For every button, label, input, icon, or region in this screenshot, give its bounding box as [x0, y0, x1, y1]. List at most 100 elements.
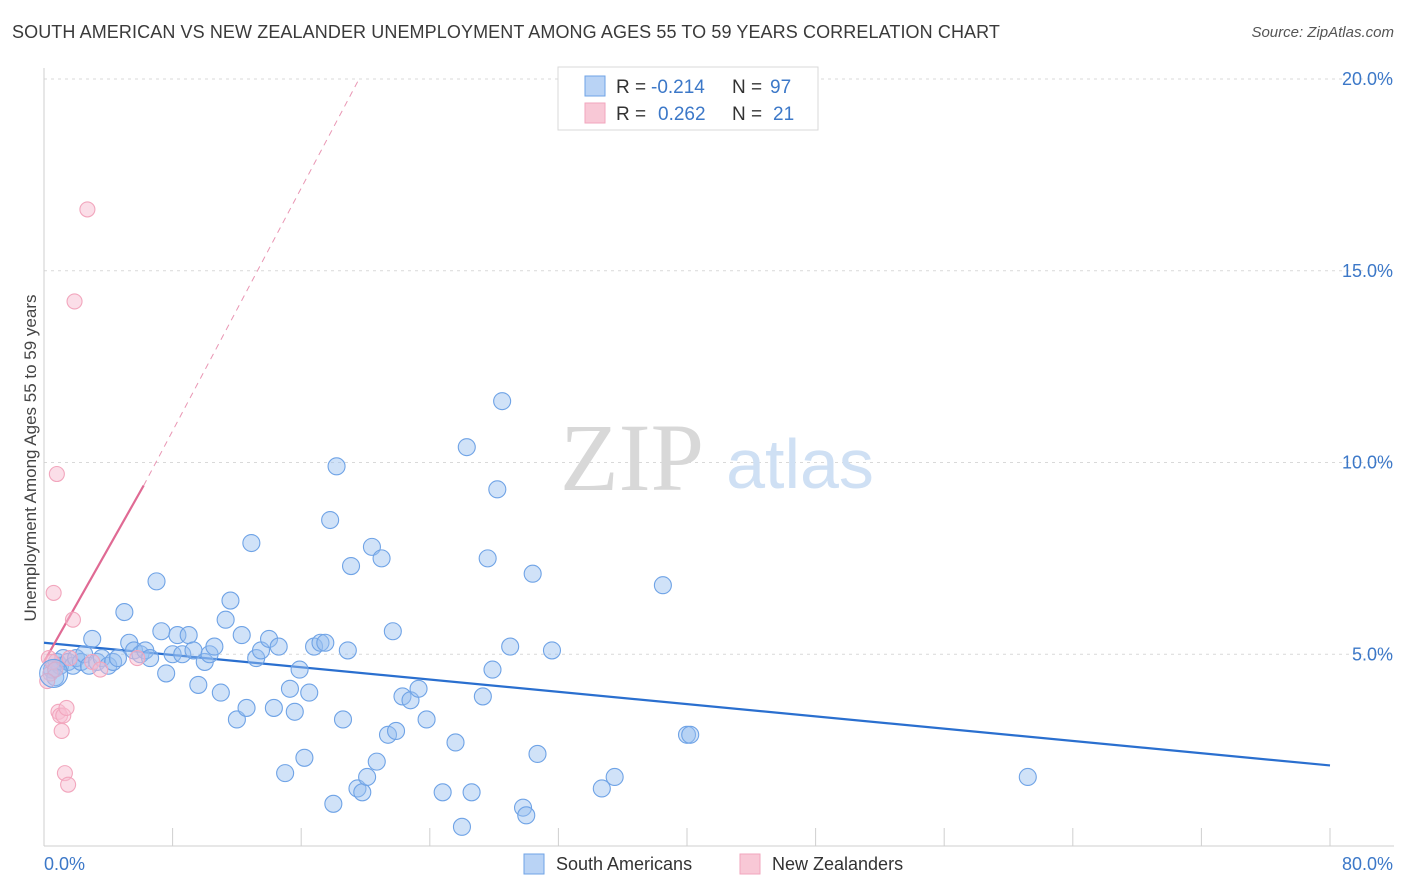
point-new-zealanders: [53, 722, 70, 740]
point-south-americans: [542, 641, 562, 660]
watermark: ZIP atlas: [560, 404, 874, 511]
point-south-americans: [147, 572, 166, 591]
point-new-zealanders: [60, 776, 77, 793]
watermark-atlas: atlas: [726, 425, 874, 503]
point-south-americans: [163, 645, 182, 664]
point-south-americans: [216, 610, 235, 629]
point-new-zealanders: [47, 661, 64, 678]
points-layer: [39, 201, 1037, 836]
legend-n-value-2: 21: [773, 104, 794, 125]
point-south-americans: [264, 698, 283, 717]
x-tick-label: 80.0%: [1342, 854, 1393, 874]
point-south-americans: [269, 637, 288, 656]
point-south-americans: [280, 679, 299, 698]
bottom-legend-new-zealanders: New Zealanders: [772, 854, 903, 874]
trend-line-new-zealanders: [43, 484, 145, 663]
legend-r-label-2: R =: [616, 104, 646, 125]
point-south-americans: [108, 649, 127, 668]
point-south-americans: [488, 480, 507, 499]
point-south-americans: [433, 783, 452, 802]
legend-n-label-1: N =: [732, 77, 762, 98]
point-new-zealanders: [79, 201, 96, 218]
point-new-zealanders: [58, 699, 75, 716]
point-south-americans: [446, 733, 465, 752]
point-south-americans: [211, 683, 230, 702]
point-south-americans: [259, 629, 279, 648]
point-south-americans: [152, 622, 171, 641]
grid-layer: [44, 78, 1394, 655]
point-south-americans: [285, 702, 304, 721]
point-new-zealanders: [45, 584, 62, 601]
legend-swatch-south-americans: [584, 75, 606, 97]
point-new-zealanders: [129, 650, 146, 667]
point-south-americans: [417, 710, 436, 729]
y-tick-label: 15.0%: [1342, 261, 1393, 281]
point-south-americans: [358, 767, 377, 787]
point-south-americans: [523, 564, 542, 583]
bottom-legend-swatch-south-americans: [523, 853, 545, 875]
x-tick-label: 0.0%: [44, 854, 85, 874]
point-south-americans: [179, 626, 198, 645]
axes-layer: [43, 68, 1394, 847]
point-south-americans: [321, 510, 340, 530]
point-new-zealanders: [61, 650, 78, 667]
point-south-americans: [605, 767, 624, 787]
y-tick-label: 5.0%: [1352, 644, 1393, 664]
point-south-americans: [324, 794, 343, 813]
point-south-americans: [290, 660, 309, 679]
point-south-americans: [232, 626, 251, 645]
legend-n-value-1: 97: [770, 77, 791, 98]
legend-swatch-new-zealanders: [584, 102, 606, 124]
point-south-americans: [493, 392, 512, 411]
point-south-americans: [501, 637, 520, 656]
point-south-americans: [157, 664, 176, 683]
point-south-americans: [681, 725, 700, 744]
point-new-zealanders: [66, 293, 83, 310]
point-south-americans: [83, 629, 102, 648]
watermark-zip: ZIP: [560, 404, 704, 511]
point-south-americans: [276, 764, 295, 783]
legend-r-label-1: R =: [616, 77, 646, 98]
trend-layer: [43, 78, 1331, 767]
stats-legend: R = -0.214 N = 97 R = 0.262 N = 21: [557, 66, 819, 131]
point-south-americans: [367, 752, 386, 771]
point-south-americans: [383, 622, 402, 641]
point-south-americans: [242, 533, 261, 553]
point-south-americans: [311, 633, 330, 652]
bottom-legend-south-americans: South Americans: [556, 854, 692, 874]
point-south-americans: [473, 687, 492, 706]
point-south-americans: [452, 817, 472, 836]
point-south-americans: [338, 641, 357, 660]
point-south-americans: [528, 744, 547, 764]
point-south-americans: [316, 633, 335, 652]
trend-line-new-zealanders-extrapolated: [143, 78, 360, 486]
point-south-americans: [333, 710, 353, 729]
point-south-americans: [457, 438, 476, 457]
point-south-americans: [295, 748, 314, 767]
point-south-americans: [517, 806, 536, 825]
point-south-americans: [353, 783, 372, 802]
point-south-americans: [205, 637, 224, 656]
point-south-americans: [592, 779, 611, 798]
point-south-americans: [409, 679, 428, 698]
point-south-americans: [483, 660, 502, 679]
legend-n-label-2: N =: [732, 104, 762, 125]
point-south-americans: [341, 556, 361, 576]
point-south-americans: [653, 576, 672, 595]
point-new-zealanders: [39, 673, 56, 690]
bottom-legend-swatch-new-zealanders: [739, 853, 761, 875]
point-south-americans: [386, 721, 406, 741]
point-south-americans: [189, 675, 208, 694]
y-tick-label: 20.0%: [1342, 69, 1393, 89]
point-south-americans: [173, 645, 192, 664]
trend-line-south-americans: [43, 641, 1331, 767]
point-south-americans-cluster: [39, 658, 69, 688]
point-south-americans: [462, 783, 481, 802]
point-south-americans: [300, 683, 319, 702]
legend-r-value-1: -0.214: [651, 77, 705, 98]
point-south-americans: [115, 603, 134, 622]
point-south-americans: [1018, 767, 1037, 787]
bottom-legend: South Americans New Zealanders: [523, 853, 903, 875]
y-tick-label: 10.0%: [1342, 453, 1393, 473]
